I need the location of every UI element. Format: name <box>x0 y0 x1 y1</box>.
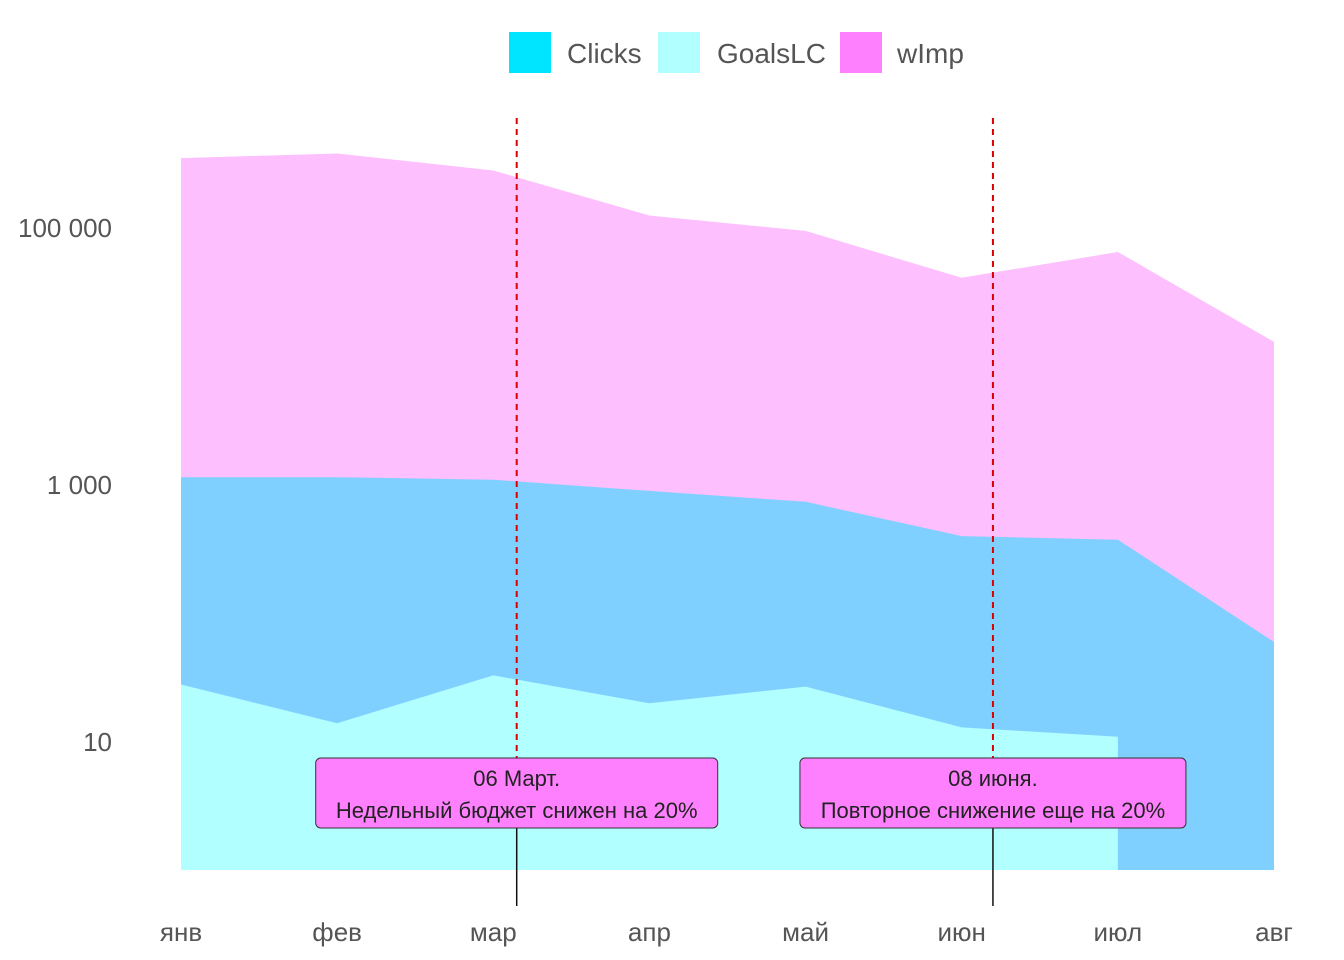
annotation-box <box>315 757 719 829</box>
x-tick-label: янв <box>160 917 202 947</box>
legend-swatch-wimp <box>840 32 882 73</box>
x-tick-label: июн <box>938 917 986 947</box>
annotation-text: Повторное снижение еще на 20% <box>821 798 1165 823</box>
annotation-text: 06 Март. <box>473 766 560 791</box>
x-tick-label: апр <box>628 917 671 947</box>
x-axis: янв фев мар апр май июн июл авг <box>160 917 1293 947</box>
y-axis: 10 1 000 100 000 <box>18 213 112 757</box>
y-tick-label: 1 000 <box>47 470 112 500</box>
annotation-text: Недельный бюджет снижен на 20% <box>336 798 698 823</box>
x-tick-label: авг <box>1255 917 1293 947</box>
x-tick-label: фев <box>312 917 362 947</box>
legend-label-wimp: wImp <box>896 38 964 69</box>
x-tick-label: май <box>782 917 829 947</box>
annotation-text: 08 июня. <box>948 766 1038 791</box>
y-tick-label: 100 000 <box>18 213 112 243</box>
legend-swatch-goalslc <box>658 32 700 73</box>
annotation-box <box>799 757 1187 829</box>
x-tick-label: июл <box>1094 917 1143 947</box>
event-annotations: 06 Март. Недельный бюджет снижен на 20% 08… <box>315 757 1187 906</box>
legend: Clicks GoalsLC wImp <box>509 32 964 73</box>
y-tick-label: 10 <box>83 727 112 757</box>
event-lines <box>515 118 994 758</box>
x-tick-label: мар <box>470 917 517 947</box>
legend-label-goalslc: GoalsLC <box>717 38 826 69</box>
legend-swatch-clicks <box>509 32 551 73</box>
legend-label-clicks: Clicks <box>567 38 642 69</box>
